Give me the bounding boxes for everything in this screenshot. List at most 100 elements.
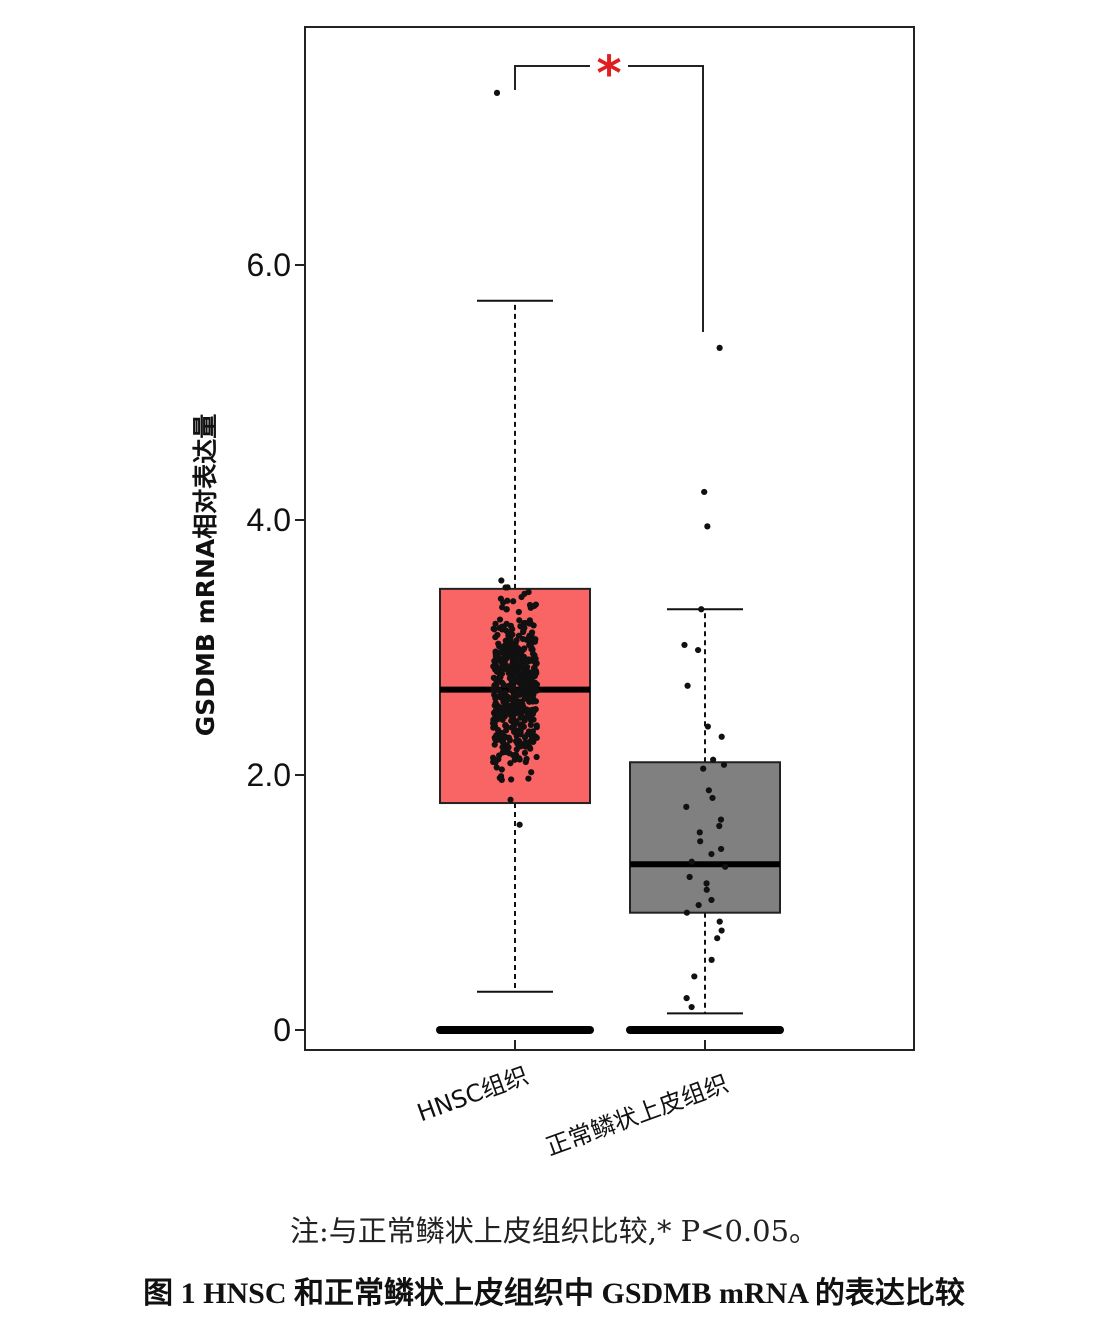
data-point bbox=[498, 766, 505, 773]
data-point bbox=[718, 733, 725, 740]
data-point bbox=[496, 708, 504, 715]
data-point bbox=[508, 776, 515, 783]
data-point bbox=[510, 598, 517, 605]
data-point bbox=[507, 667, 514, 674]
data-point bbox=[490, 625, 497, 632]
data-point bbox=[714, 935, 721, 942]
data-point bbox=[517, 675, 524, 682]
data-point bbox=[525, 658, 533, 665]
data-point bbox=[527, 721, 534, 728]
data-point bbox=[716, 918, 723, 925]
data-point bbox=[509, 714, 517, 721]
data-point bbox=[493, 764, 500, 771]
data-point bbox=[522, 758, 529, 766]
figure-note: 注:与正常鳞状上皮组织比较,* P<0.05。 bbox=[289, 1214, 819, 1248]
data-point bbox=[697, 838, 704, 845]
data-point bbox=[516, 617, 523, 624]
significance-star: * bbox=[596, 46, 621, 102]
data-point bbox=[500, 655, 507, 662]
x-axis: HNSC组织 正常鳞状上皮组织 bbox=[413, 1040, 732, 1161]
data-point bbox=[533, 681, 541, 688]
data-point bbox=[505, 682, 513, 689]
data-point bbox=[526, 669, 534, 676]
data-point bbox=[716, 344, 723, 351]
data-point bbox=[516, 706, 523, 713]
y-tick-label: 2.0 bbox=[247, 757, 291, 793]
data-point bbox=[527, 745, 534, 752]
data-point bbox=[698, 606, 705, 613]
data-point bbox=[491, 657, 498, 665]
data-point bbox=[709, 794, 716, 802]
data-point bbox=[688, 858, 695, 865]
data-point bbox=[524, 731, 531, 738]
bracket-line bbox=[514, 65, 704, 332]
data-point bbox=[518, 724, 525, 731]
data-point bbox=[492, 620, 499, 627]
data-point bbox=[688, 1003, 695, 1011]
data-point bbox=[503, 606, 510, 613]
x-category-label: 正常鳞状上皮组织 bbox=[542, 1069, 732, 1161]
data-point bbox=[495, 640, 502, 647]
data-point bbox=[492, 683, 499, 691]
data-point bbox=[700, 765, 707, 772]
data-point bbox=[509, 673, 516, 680]
data-points bbox=[489, 89, 729, 1011]
data-point bbox=[500, 681, 508, 689]
data-point bbox=[489, 720, 497, 727]
data-point bbox=[499, 626, 506, 633]
y-tick-label: 0 bbox=[273, 1012, 291, 1048]
data-point bbox=[507, 760, 514, 767]
data-point bbox=[525, 775, 532, 782]
data-point bbox=[527, 695, 534, 702]
data-point bbox=[694, 646, 702, 654]
data-point bbox=[703, 880, 710, 887]
data-point bbox=[494, 715, 501, 722]
data-point bbox=[701, 488, 708, 496]
data-point bbox=[507, 796, 514, 803]
y-axis-label: GSDMB mRNA相对表达量 bbox=[191, 414, 220, 737]
data-point bbox=[516, 729, 523, 737]
data-point bbox=[704, 523, 711, 530]
data-point bbox=[525, 588, 532, 596]
data-point bbox=[533, 753, 540, 761]
data-point bbox=[514, 668, 522, 675]
data-point bbox=[526, 642, 533, 649]
data-point bbox=[513, 658, 520, 665]
data-point bbox=[526, 617, 533, 624]
data-point bbox=[516, 699, 523, 706]
data-point bbox=[716, 822, 723, 830]
data-point bbox=[528, 769, 535, 776]
data-point bbox=[498, 776, 505, 784]
data-point bbox=[504, 584, 511, 591]
data-point bbox=[718, 927, 725, 934]
data-point bbox=[703, 886, 710, 893]
data-point bbox=[503, 620, 510, 627]
y-tick-label: 4.0 bbox=[247, 502, 291, 538]
data-point bbox=[515, 608, 522, 616]
data-point bbox=[500, 599, 507, 606]
data-point bbox=[705, 787, 712, 794]
data-point bbox=[717, 816, 725, 823]
data-point bbox=[681, 641, 688, 649]
data-point bbox=[510, 722, 518, 729]
data-point bbox=[492, 634, 499, 641]
data-point bbox=[509, 751, 517, 759]
data-point bbox=[722, 863, 729, 870]
data-point bbox=[683, 909, 690, 916]
data-point bbox=[530, 738, 537, 745]
data-point bbox=[501, 710, 508, 717]
data-point bbox=[493, 89, 501, 96]
data-point bbox=[696, 829, 703, 836]
data-point bbox=[531, 602, 538, 610]
data-point bbox=[490, 758, 497, 766]
data-point bbox=[528, 629, 536, 636]
data-point bbox=[531, 707, 538, 714]
significance-bracket: * bbox=[514, 46, 704, 332]
data-point bbox=[683, 995, 690, 1002]
data-point bbox=[533, 722, 540, 729]
data-point bbox=[505, 631, 512, 638]
data-point bbox=[522, 619, 529, 627]
data-point bbox=[492, 653, 499, 660]
data-point bbox=[525, 688, 532, 695]
data-point bbox=[684, 682, 691, 689]
